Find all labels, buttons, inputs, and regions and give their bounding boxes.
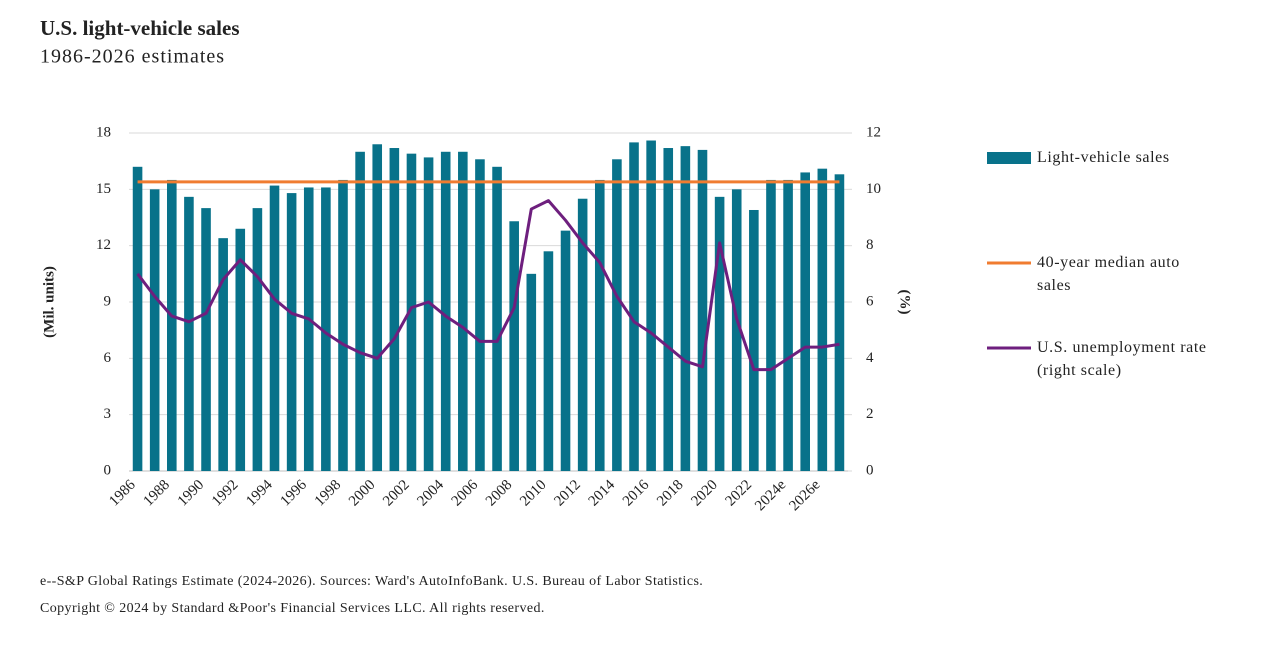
bar: [680, 146, 691, 471]
y-tick-label: 3: [104, 406, 112, 422]
footnote: e--S&P Global Ratings Estimate (2024-202…: [40, 574, 703, 589]
bar: [149, 189, 160, 472]
legend-label: 40-year median auto sales: [1037, 254, 1180, 294]
bar: [817, 168, 828, 471]
bar: [423, 157, 434, 471]
bar: [834, 174, 845, 472]
bar: [731, 189, 742, 472]
x-tick-label: 2000: [346, 477, 379, 510]
bar: [286, 193, 297, 472]
bar: [697, 149, 708, 471]
bar: [389, 148, 400, 471]
x-tick-label: 1996: [277, 477, 310, 510]
x-tick-label: 2012: [551, 477, 584, 510]
chart-subtitle: 1986-2026 estimates: [40, 46, 225, 68]
x-tick-label: 1992: [209, 477, 242, 510]
bar: [714, 196, 725, 471]
x-tick-label: 2006: [449, 477, 482, 510]
bar: [509, 221, 519, 471]
bar: [492, 166, 502, 472]
bar: [321, 187, 331, 471]
bar: [440, 151, 451, 471]
bar: [303, 187, 314, 471]
y-tick-label: 9: [104, 293, 112, 309]
x-tick-label: 1988: [141, 477, 174, 510]
chart-title: U.S. light-vehicle sales: [40, 16, 240, 40]
bar: [543, 251, 554, 471]
x-tick-label: 2018: [654, 477, 687, 510]
y-tick-label: 6: [104, 350, 112, 366]
y2-tick-label: 6: [866, 293, 874, 309]
legend-swatch: [987, 152, 1031, 164]
bar: [766, 179, 776, 471]
bar: [252, 208, 263, 471]
x-tick-label: 2016: [620, 477, 653, 510]
bar: [629, 142, 639, 471]
x-tick-label: 2008: [483, 477, 516, 510]
x-tick-label: 1998: [312, 477, 345, 510]
bar: [132, 166, 143, 472]
x-tick-label: 2026e: [786, 477, 823, 514]
y-tick-label: 0: [104, 462, 112, 478]
bar: [526, 273, 537, 471]
bar: [184, 196, 194, 471]
bar: [800, 172, 810, 471]
y-axis-label: (Mil. units): [41, 266, 57, 338]
bar: [167, 179, 177, 471]
bar: [458, 151, 468, 471]
x-tick-label: 2002: [380, 477, 413, 510]
bar: [577, 198, 588, 471]
y-tick-label: 12: [96, 237, 111, 253]
x-tick-label: 2004: [414, 477, 447, 510]
y2-tick-label: 8: [866, 237, 874, 253]
bar: [560, 230, 571, 471]
y2-tick-label: 4: [866, 350, 874, 366]
y2-axis-label: (%): [897, 290, 913, 315]
y2-tick-label: 10: [866, 181, 881, 197]
bar: [201, 208, 211, 471]
bar: [663, 148, 674, 471]
x-tick-label: 1986: [106, 477, 139, 510]
line: [136, 199, 840, 372]
bar: [406, 153, 417, 471]
bar: [372, 144, 383, 471]
bar: [646, 140, 656, 471]
bar: [594, 179, 605, 471]
x-tick-label: 1994: [243, 477, 276, 510]
bar: [783, 179, 793, 471]
x-tick-label: 1990: [175, 477, 208, 510]
x-tick-label: 2010: [517, 477, 550, 510]
copyright: Copyright © 2024 by Standard &Poor's Fin…: [40, 601, 545, 616]
bar: [338, 179, 348, 471]
x-tick-label: 2024e: [752, 477, 789, 514]
y2-tick-label: 0: [866, 462, 874, 478]
bar: [612, 159, 622, 472]
bar: [235, 228, 246, 471]
y-tick-label: 15: [96, 181, 111, 197]
y2-tick-label: 2: [866, 406, 874, 422]
y2-tick-label: 12: [866, 124, 881, 140]
bar: [218, 238, 228, 471]
legend-label: U.S. unemployment rate (right scale): [1037, 339, 1207, 379]
x-tick-label: 2022: [723, 477, 756, 510]
bar: [475, 159, 485, 472]
bar: [269, 185, 280, 472]
legend-label: Light-vehicle sales: [1037, 149, 1170, 166]
bar: [355, 151, 365, 471]
y-tick-label: 18: [96, 124, 111, 140]
x-tick-label: 2020: [688, 477, 721, 510]
bar: [749, 209, 759, 471]
x-tick-label: 2014: [586, 477, 619, 510]
